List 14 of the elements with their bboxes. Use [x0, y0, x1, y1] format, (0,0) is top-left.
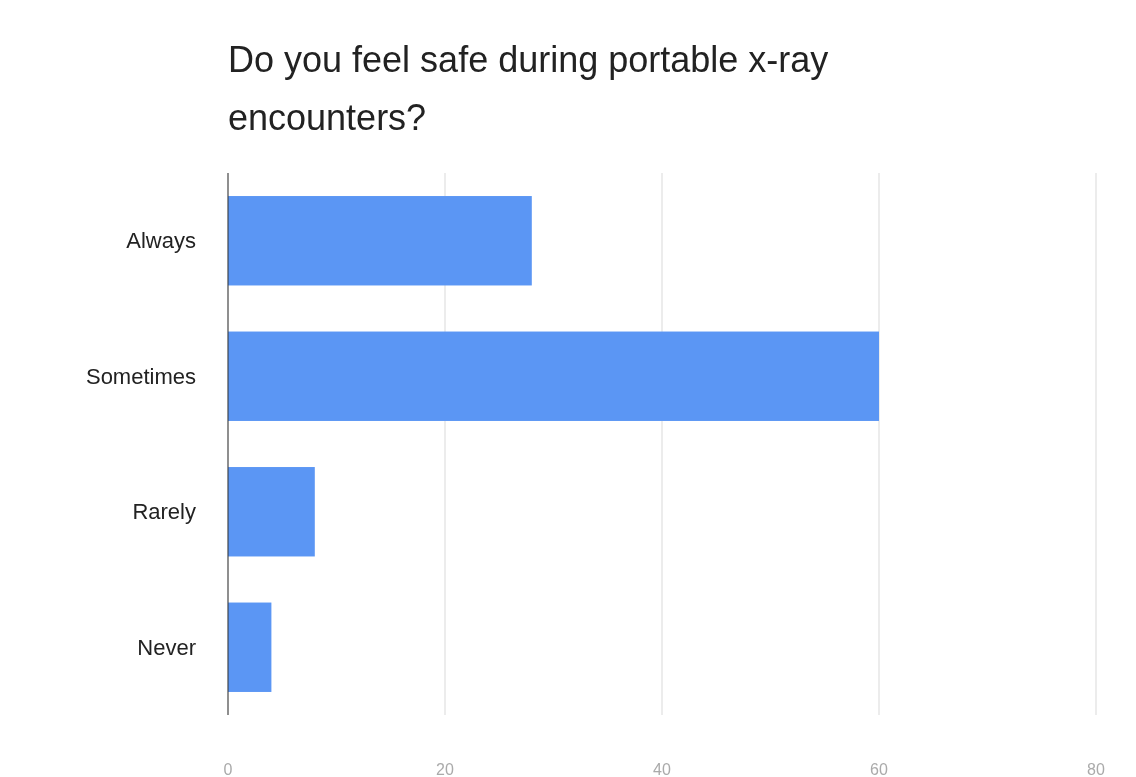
y-tick-label: Always	[126, 228, 196, 254]
x-tick-label: 0	[223, 761, 233, 777]
y-tick-label: Sometimes	[85, 363, 196, 389]
y-tick-label: Never	[137, 634, 196, 660]
bar	[228, 602, 272, 692]
bar	[228, 467, 315, 557]
x-tick-label: 80	[1087, 761, 1105, 777]
bar	[228, 196, 532, 286]
x-tick-label: 40	[653, 761, 671, 777]
x-tick-label: 60	[870, 761, 888, 777]
chart-title: Do you feel safe during portable x-ray encounters?	[228, 39, 829, 138]
bar	[228, 331, 879, 421]
y-tick-label: Rarely	[132, 499, 196, 525]
x-tick-label: 20	[436, 761, 454, 777]
